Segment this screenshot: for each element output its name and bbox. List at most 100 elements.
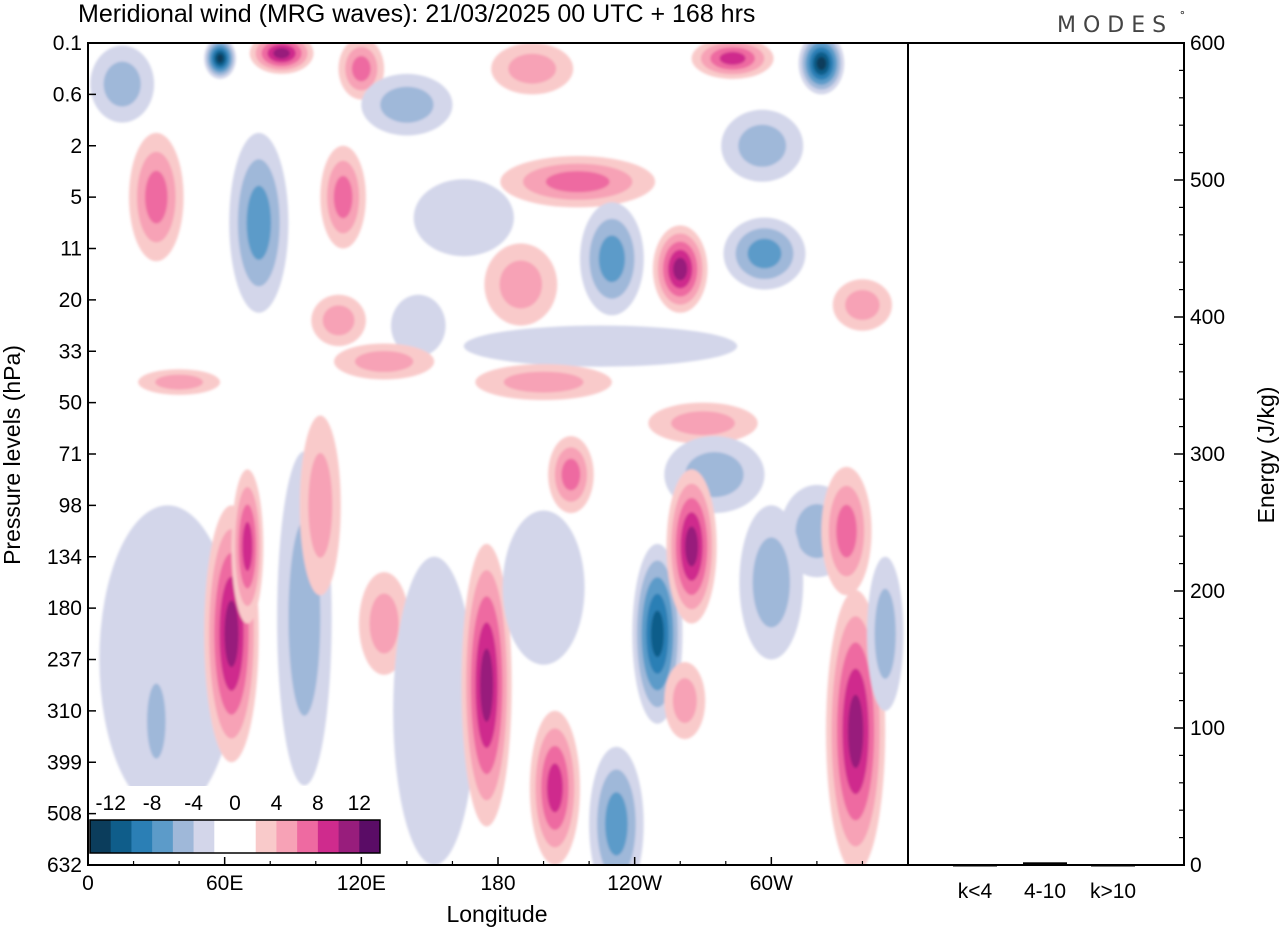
contour-10-level-2: [333, 175, 353, 219]
contour-39-level-2: [605, 792, 628, 856]
contour-35-level-0: [393, 556, 476, 865]
longitude-tick-label: 60W: [750, 872, 793, 895]
energy-category-label: k>10: [1090, 880, 1136, 903]
pressure-tick-label: 399: [47, 751, 82, 774]
colorbar-frame: [89, 819, 381, 854]
contour-38-level-2: [561, 458, 581, 491]
colorbar-swatch: [172, 820, 194, 853]
pressure-tick-label: 237: [47, 649, 82, 672]
y-axis-label: Pressure levels (hPa): [0, 345, 25, 565]
contour-22-level-0: [463, 325, 738, 367]
contour-36-level-4: [480, 648, 494, 722]
contour-25-level-1: [671, 411, 735, 436]
contour-24-level-1: [155, 374, 204, 390]
contour-41-level-4: [685, 526, 699, 567]
contour-field: [90, 43, 904, 865]
pressure-tick-label: 180: [47, 597, 82, 620]
contour-46-level-1: [874, 588, 896, 679]
pressure-tick-label: 11: [60, 238, 82, 261]
energy-bar: [953, 865, 997, 867]
contour-28-level-0: [99, 505, 236, 814]
contour-45-level-4: [847, 694, 864, 769]
pressure-tick-label: 2: [70, 135, 82, 158]
pressure-tick-label: 508: [47, 803, 82, 826]
colorbar-label: -8: [143, 792, 162, 815]
longitude-axis: 0 60E 120E 180 120W 60W: [82, 857, 864, 895]
energy-axis: 0 100 200 300 400 500 600: [1174, 32, 1225, 877]
contour-30-level-4: [224, 600, 239, 668]
contour-3-level-1: [380, 86, 434, 123]
pressure-axis: 0.1 0.6 2 5 11 20 33 50 71 98 134 180 237 310 399 508 63…: [47, 32, 96, 877]
colorbar-label: 4: [271, 792, 283, 815]
pressure-tick-label: 310: [47, 700, 82, 723]
energy-category-label: k<4: [958, 880, 993, 903]
contour-18-level-1: [738, 124, 787, 167]
brand-mark: °: [1180, 8, 1185, 22]
pressure-tick-label: 20: [59, 289, 82, 312]
longitude-tick-label: 0: [82, 872, 94, 895]
longitude-tick-label: 120W: [607, 872, 662, 895]
energy-frame: [907, 42, 1185, 866]
colorbar-label: 0: [229, 792, 241, 815]
contour-16-level-4: [673, 257, 688, 281]
contour-17-level-2: [747, 238, 782, 269]
contour-12-level-0: [413, 179, 514, 257]
energy-tick-label: 0: [1190, 854, 1202, 877]
chart-title: Meridional wind (MRG waves): 21/03/2025 …: [78, 0, 755, 28]
contour-44-level-2: [836, 504, 857, 558]
colorbar-label: 8: [312, 792, 324, 815]
contour-14-level-1: [499, 260, 543, 309]
colorbar-label: 12: [348, 792, 371, 815]
colorbar-swatch: [297, 820, 319, 853]
pressure-tick-label: 0.6: [53, 83, 82, 106]
contour-43-level-1: [752, 537, 790, 628]
pressure-tick-label: 134: [47, 546, 82, 569]
energy-bar: [1091, 865, 1135, 867]
energy-tick-label: 300: [1190, 443, 1225, 466]
contour-7-level-1: [103, 61, 141, 107]
colorbar-swatch: [193, 820, 215, 853]
contour-6-level-5: [816, 56, 827, 71]
colorbar-swatch: [214, 820, 236, 853]
pressure-tick-label: 632: [47, 854, 82, 877]
contour-4-level-1: [508, 53, 557, 84]
colorbar-swatch: [255, 820, 277, 853]
contour-19-level-1: [845, 290, 880, 320]
energy-tick-label: 600: [1190, 32, 1225, 55]
energy-bars: [953, 862, 1135, 867]
colorbar-swatch: [110, 820, 132, 853]
contour-20-level-0: [391, 294, 446, 357]
colorbar-swatch: [131, 820, 153, 853]
contour-37-level-3: [546, 763, 563, 813]
brand-logo: MODES: [1057, 13, 1173, 38]
energy-axis-label: Energy (J/kg): [1253, 387, 1279, 524]
energy-tick-label: 200: [1190, 580, 1225, 603]
pressure-tick-label: 5: [70, 186, 82, 209]
colorbar-label: -12: [96, 792, 126, 815]
contour-13-level-2: [545, 171, 610, 193]
contour-0-level-5: [216, 53, 224, 63]
contour-34-level-1: [369, 593, 399, 654]
contour-31-level-3: [242, 522, 253, 571]
contour-1-level-4: [273, 48, 290, 59]
x-axis-label: Longitude: [446, 901, 547, 927]
colorbar-label: -4: [184, 792, 203, 815]
longitude-tick-label: 120E: [337, 872, 386, 895]
colorbar-swatch: [317, 820, 339, 853]
colorbar-swatch: [235, 820, 257, 853]
contour-40-level-4: [650, 610, 664, 658]
longitude-tick-label: 60E: [206, 872, 243, 895]
energy-tick-label: 500: [1190, 169, 1225, 192]
contour-29-level-1: [147, 683, 166, 759]
contour-23-level-1: [503, 371, 584, 393]
colorbar-swatch: [152, 820, 174, 853]
contour-8-level-2: [145, 170, 168, 224]
contour-42-level-1: [672, 678, 697, 724]
contour-2-level-2: [351, 55, 371, 82]
colorbar-swatch: [276, 820, 298, 853]
energy-bar: [1023, 862, 1067, 865]
contour-9-level-2: [246, 185, 271, 260]
pressure-tick-label: 0.1: [53, 32, 82, 55]
contour-47-level-0: [502, 510, 585, 665]
